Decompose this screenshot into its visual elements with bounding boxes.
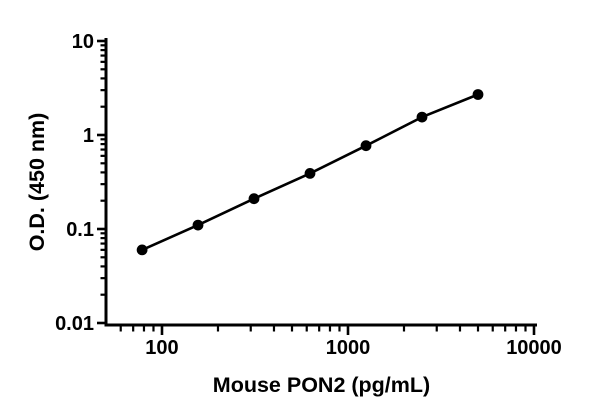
data-point-marker bbox=[136, 244, 148, 256]
axis-lines bbox=[104, 38, 537, 327]
data-point-marker bbox=[416, 111, 428, 123]
data-point-marker bbox=[192, 219, 204, 231]
y-axis-title: O.D. (450 nm) bbox=[25, 113, 49, 252]
x-axis-title: Mouse PON2 (pg/mL) bbox=[213, 373, 430, 397]
y-tick-label: 0.01 bbox=[55, 313, 94, 335]
x-tick-label: 10000 bbox=[506, 337, 562, 359]
y-tick-label: 0.1 bbox=[66, 219, 94, 241]
x-tick-label: 1000 bbox=[326, 337, 371, 359]
y-tick-label: 10 bbox=[72, 31, 94, 53]
data-point-marker bbox=[360, 140, 372, 152]
data-point-marker bbox=[248, 193, 260, 205]
data-point-marker bbox=[304, 168, 316, 179]
data-point-marker bbox=[472, 89, 484, 100]
x-tick-label: 100 bbox=[145, 337, 178, 359]
y-tick-label: 1 bbox=[83, 125, 94, 147]
